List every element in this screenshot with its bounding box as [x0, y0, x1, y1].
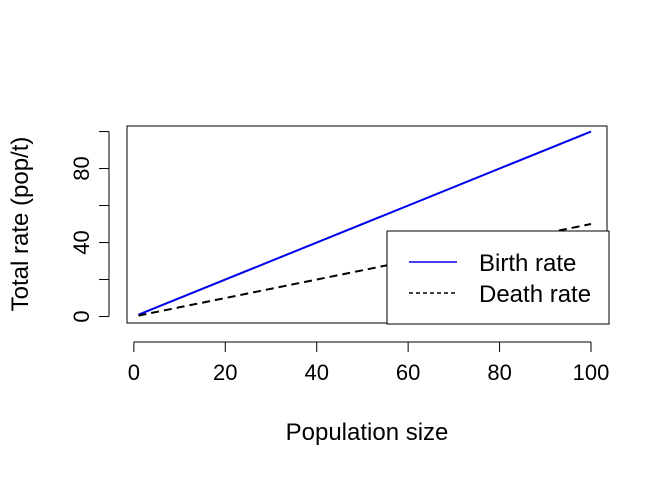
legend-label-death-rate: Death rate — [479, 281, 591, 308]
x-tick-label: 0 — [128, 360, 140, 385]
y-tick-label: 80 — [69, 156, 94, 180]
plot-frame — [126, 125, 608, 324]
legend-label-birth-rate: Birth rate — [479, 250, 576, 277]
x-tick-label: 60 — [396, 360, 420, 385]
legend-box — [386, 230, 610, 325]
x-axis: 0 20 40 60 80 100 — [128, 341, 610, 385]
y-tick-label: 0 — [69, 310, 94, 322]
y-axis-label: Total rate (pop/t) — [7, 137, 34, 312]
x-tick-label: 100 — [573, 360, 610, 385]
x-tick-label: 40 — [304, 360, 328, 385]
legend: Birth rate Death rate — [386, 230, 610, 325]
y-tick-label: 40 — [69, 230, 94, 254]
x-axis-label: Population size — [286, 419, 449, 446]
y-axis: 0 40 80 — [69, 131, 110, 323]
x-tick-label: 20 — [213, 360, 237, 385]
x-tick-label: 80 — [487, 360, 511, 385]
series-line-birth-rate — [138, 130, 592, 316]
